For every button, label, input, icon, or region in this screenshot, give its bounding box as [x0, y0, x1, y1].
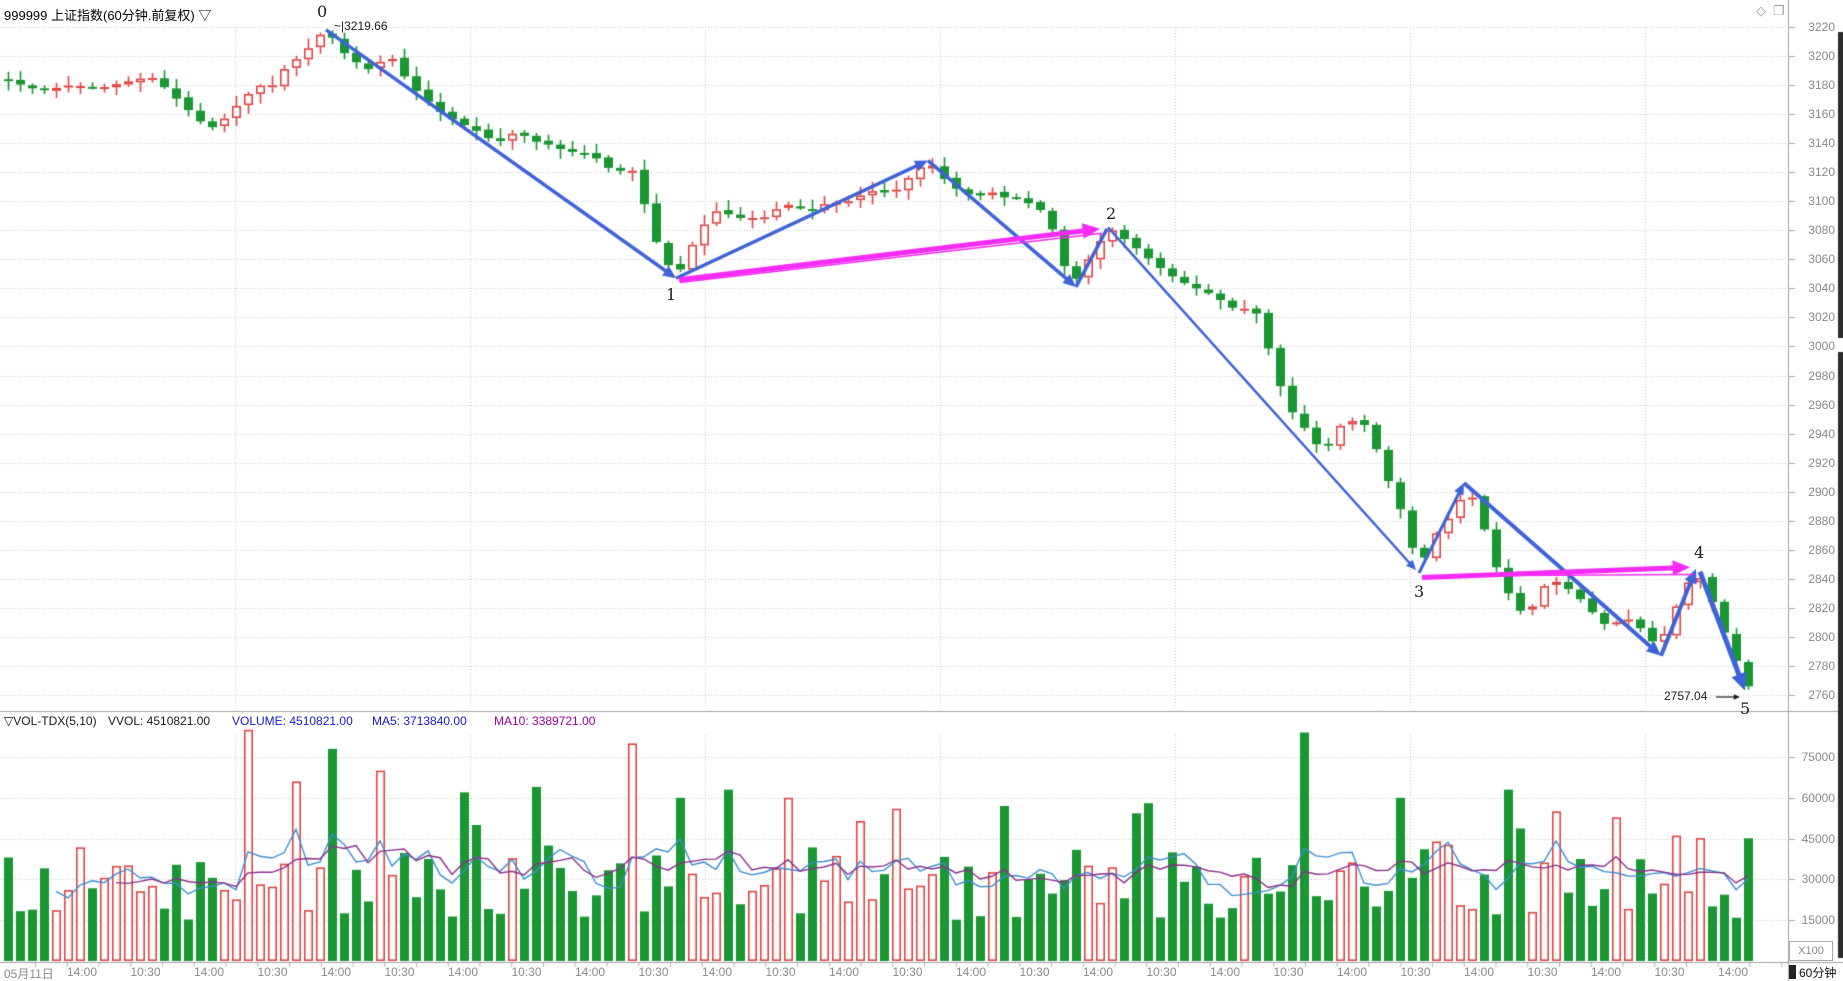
indicator-name[interactable]: ▽VOL-TDX(5,10) — [4, 714, 97, 728]
price-tick-label: 3100 — [1808, 194, 1835, 209]
price-tick-label: 3080 — [1808, 223, 1835, 238]
price-tick-label: 3220 — [1808, 20, 1835, 34]
price-tick-label: 3140 — [1808, 136, 1835, 151]
price-tick-label: 2980 — [1808, 368, 1835, 383]
volume-unit-label: X100 — [1789, 941, 1833, 961]
time-tick-label: 10:30 — [1654, 965, 1685, 979]
volume-tick-label: 45000 — [1801, 831, 1835, 846]
price-tick-label: 2820 — [1808, 600, 1835, 615]
volume-tick-label: 30000 — [1801, 872, 1835, 887]
time-tick-label: 14:00 — [829, 965, 860, 979]
price-tick-label: 3160 — [1808, 107, 1835, 122]
time-tick-label: 10:30 — [1273, 965, 1304, 979]
time-tick-label: 14:00 — [1591, 965, 1622, 979]
price-tick-label: 3120 — [1808, 165, 1835, 180]
price-tick-label: 3200 — [1808, 49, 1835, 64]
diamond-icon[interactable]: ◇ — [1756, 3, 1766, 18]
time-tick-label: 14:00 — [321, 965, 352, 979]
ma5-value: MA5: 3713840.00 — [372, 714, 467, 728]
restore-window-icon[interactable]: ❐ — [1773, 3, 1785, 18]
time-tick-label: 14:00 — [702, 965, 733, 979]
price-tick-label: 2880 — [1808, 513, 1835, 528]
price-tick-label: 2800 — [1808, 629, 1835, 644]
high-price-note: ~|3219.66 — [334, 19, 388, 33]
price-tick-label: 3040 — [1808, 281, 1835, 296]
time-tick-label: 14:00 — [956, 965, 987, 979]
price-tick-label: 3180 — [1808, 78, 1835, 93]
time-tick-label: 10:30 — [765, 965, 796, 979]
vvol-value: VVOL: 4510821.00 — [108, 714, 211, 728]
time-tick-label: 10:30 — [1527, 965, 1558, 979]
time-tick-label: 10:30 — [384, 965, 415, 979]
time-tick-label: 14:00 — [1464, 965, 1495, 979]
wave-label-3: 3 — [1414, 582, 1425, 601]
time-tick-label: 14:00 — [1210, 965, 1241, 979]
volume-tick-label: 75000 — [1801, 750, 1835, 764]
price-tick-label: 3020 — [1808, 310, 1835, 325]
period-label[interactable]: 60分钟 — [1799, 966, 1837, 980]
time-tick-label: 14:00 — [1718, 965, 1749, 979]
price-tick-label: 2780 — [1808, 658, 1835, 673]
time-tick-label: 10:30 — [638, 965, 669, 979]
low-price-note: 2757.04 — [1664, 689, 1708, 703]
price-tick-label: 2920 — [1808, 455, 1835, 470]
time-tick-label: 10:30 — [1146, 965, 1177, 979]
time-tick-label: 05月11日 — [4, 967, 54, 981]
price-tick-label: 2900 — [1808, 484, 1835, 499]
time-tick-label: 10:30 — [511, 965, 542, 979]
time-tick-label: 10:30 — [892, 965, 923, 979]
volume-value: VOLUME: 4510821.00 — [232, 714, 353, 728]
time-tick-label: 10:30 — [1400, 965, 1431, 979]
price-tick-label: 2940 — [1808, 426, 1835, 441]
wave-label-0: 0 — [317, 2, 328, 21]
time-tick-label: 14:00 — [194, 965, 225, 979]
ma10-value: MA10: 3389721.00 — [494, 714, 596, 728]
time-tick-label: 10:30 — [130, 965, 161, 979]
period-chip — [1789, 965, 1796, 979]
symbol-title[interactable]: 999999 上证指数(60分钟.前复权) ▽ — [4, 8, 212, 23]
volume-tick-label: 15000 — [1801, 913, 1835, 928]
volume-tick-label: 60000 — [1801, 790, 1835, 805]
wave-label-5: 5 — [1740, 699, 1751, 718]
wave-label-4: 4 — [1694, 543, 1705, 562]
price-tick-label: 2960 — [1808, 397, 1835, 412]
wave-label-1: 1 — [666, 285, 677, 304]
time-tick-label: 14:00 — [448, 965, 479, 979]
price-tick-label: 2760 — [1808, 688, 1835, 702]
price-tick-label: 2860 — [1808, 542, 1835, 557]
wave-label-2: 2 — [1106, 204, 1117, 223]
time-tick-label: 14:00 — [575, 965, 606, 979]
time-tick-label: 10:30 — [257, 965, 288, 979]
price-tick-label: 3000 — [1808, 339, 1835, 354]
time-tick-label: 14:00 — [1337, 965, 1368, 979]
time-tick-label: 14:00 — [67, 965, 98, 979]
time-tick-label: 14:00 — [1083, 965, 1114, 979]
price-tick-label: 2840 — [1808, 571, 1835, 586]
time-tick-label: 10:30 — [1019, 965, 1050, 979]
price-tick-label: 3060 — [1808, 252, 1835, 267]
